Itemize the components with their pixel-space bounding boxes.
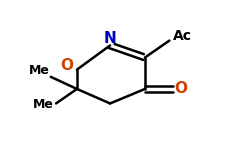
Text: O: O bbox=[60, 58, 73, 73]
Text: Me: Me bbox=[32, 97, 53, 111]
Text: O: O bbox=[174, 81, 187, 96]
Text: Me: Me bbox=[29, 64, 50, 77]
Text: N: N bbox=[104, 31, 117, 46]
Text: Ac: Ac bbox=[173, 29, 192, 43]
